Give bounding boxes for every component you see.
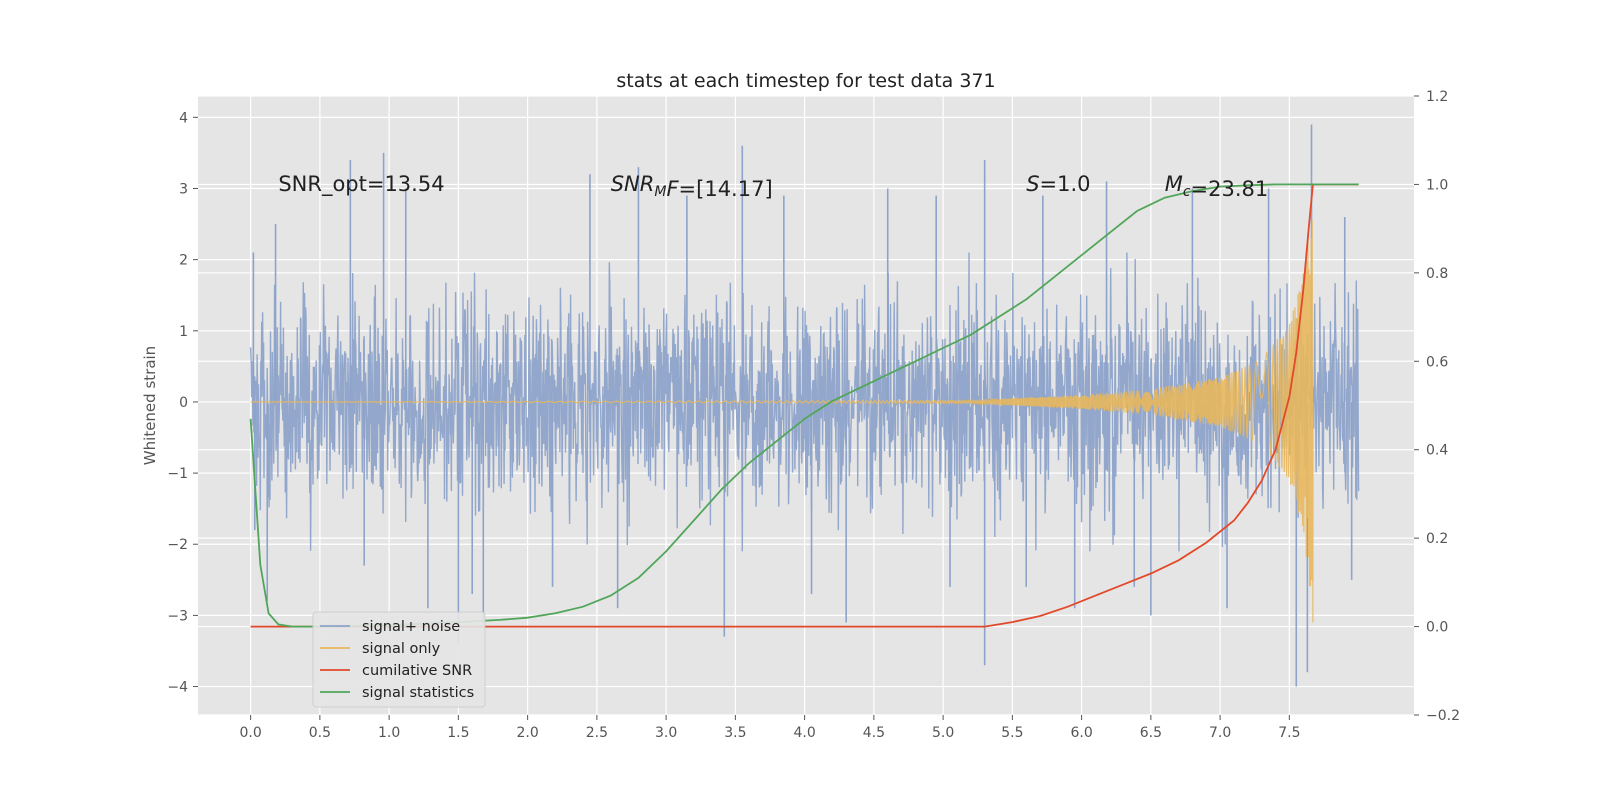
annotation-2: SNRMF=[14.17] — [611, 172, 773, 201]
series-signal-noise-line — [249, 252, 1360, 552]
y2-tick-label: 1.2 — [1426, 89, 1448, 105]
y2-tick-label: 0.6 — [1426, 354, 1448, 370]
annotation-1: SNR_opt=13.54 — [278, 172, 444, 197]
legend-label: signal+ noise — [362, 619, 460, 635]
x-tick-label: 0.5 — [309, 725, 331, 741]
y2-tick-label: 0.8 — [1426, 266, 1448, 282]
y2-tick-label: 0.2 — [1426, 531, 1448, 547]
y-tick-label: 4 — [179, 110, 188, 126]
x-tick-label: 6.5 — [1140, 725, 1162, 741]
annotation-3: S=1.0 — [1026, 172, 1090, 196]
x-tick-label: 5.5 — [1001, 725, 1023, 741]
y-tick-label: 3 — [179, 181, 188, 197]
y-tick-label: −4 — [167, 680, 188, 696]
x-tick-label: 3.0 — [655, 725, 677, 741]
y-tick-label: −1 — [167, 466, 188, 482]
axes: 0.0 0.5 1.0 1.5 2.0 2.5 3.0 3.5 4.0 4.5 5.0 5.5 6.0 6… — [167, 89, 1460, 741]
y-tick-label: 2 — [179, 253, 188, 269]
x-tick-label: 1.0 — [378, 725, 400, 741]
y-tick-label: 1 — [179, 324, 188, 340]
y2-tick-label: 0.4 — [1426, 443, 1448, 459]
x-tick-label: 0.0 — [239, 725, 261, 741]
legend-box — [312, 611, 486, 708]
series-signal-only-line — [250, 220, 1314, 623]
legend: signal+ noise signal only cumilative SNR si… — [312, 611, 486, 708]
x-tick-label: 7.5 — [1278, 725, 1300, 741]
x-tick-label: 4.0 — [793, 725, 815, 741]
y2-tick-label: 1.0 — [1426, 177, 1448, 193]
series-cumulative-snr-line — [250, 183, 1359, 628]
annotations: SNR_opt=13.54 SNRMF=[14.17] S=1.0 Mc=23.81 — [278, 172, 1268, 201]
x-tick-label: 6.0 — [1070, 725, 1092, 741]
y-axis-label: Whitened strain — [141, 346, 159, 465]
chart-title: stats at each timestep for test data 371 — [616, 70, 995, 92]
x-tick-label: 2.5 — [586, 725, 608, 741]
annotation-4: Mc=23.81 — [1165, 172, 1269, 201]
y-tick-label: −2 — [167, 537, 188, 553]
x-tick-label: 2.0 — [516, 725, 538, 741]
y-tick-label: 0 — [179, 395, 188, 411]
x-tick-label: 5.0 — [932, 725, 954, 741]
legend-label: signal only — [362, 641, 441, 657]
legend-label: signal statistics — [362, 685, 474, 701]
legend-label: cumilative SNR — [362, 663, 472, 679]
y-tick-label: −3 — [167, 608, 188, 624]
x-tick-label: 4.5 — [863, 725, 885, 741]
y2-tick-label: 0.0 — [1426, 620, 1448, 636]
series-layer — [249, 124, 1360, 687]
y2-tick-label: −0.2 — [1426, 708, 1460, 724]
x-tick-label: 1.5 — [447, 725, 469, 741]
x-tick-label: 7.0 — [1209, 725, 1231, 741]
x-tick-label: 3.5 — [724, 725, 746, 741]
